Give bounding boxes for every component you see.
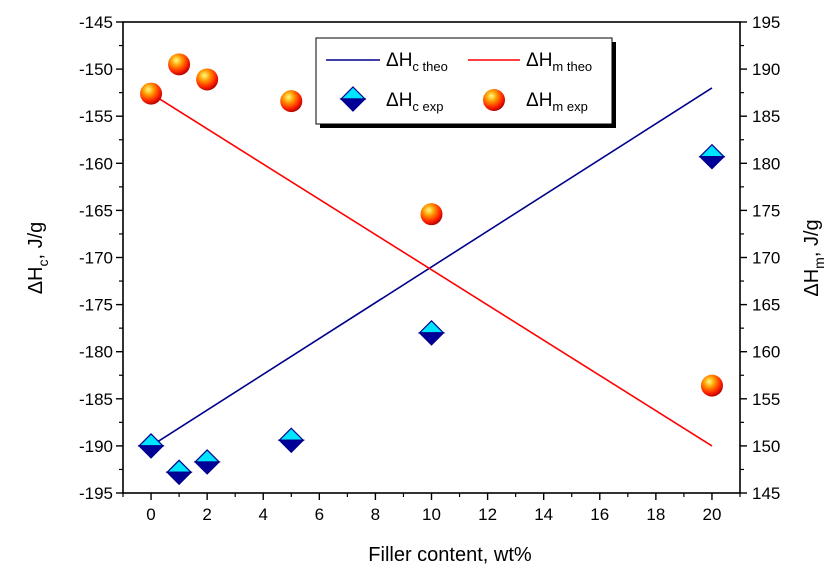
legend-m-exp-main: ΔH [526,90,552,111]
diamond-upper [277,427,305,441]
sphere-marker [196,68,219,91]
legend-c-exp-main: ΔH [386,90,412,111]
sphere-marker [420,203,443,226]
y-right-tick-label: 175 [752,201,780,220]
diamond-upper [698,143,726,158]
legend-label-m-theo: ΔHm theo [526,50,592,74]
y-right-tick-label: 170 [752,249,780,268]
x-axis-title: Filler content, wt% [368,544,532,566]
diamond-lower [165,471,193,486]
y-left-title-unit: , J/g [25,222,47,260]
legend-marker-m-exp [483,89,505,111]
y-right-tick-label: 195 [752,13,780,32]
y-right-tick-label: 160 [752,343,780,362]
diamond-marker [137,433,165,459]
x-tick-label: 18 [646,505,665,524]
diamond-lower [277,439,305,454]
sphere-marker [168,53,191,76]
legend-label-c-theo: ΔHc theo [386,50,448,74]
sphere-marker [140,82,163,105]
legend-marker-c-exp [339,86,367,112]
legend-label-c-exp: ΔHc exp [386,90,444,114]
legend-m-theo-main: ΔH [526,50,552,71]
y-right-tick-label: 145 [752,484,780,503]
y-left-tick-label: -145 [79,13,113,32]
y-left-title-sub: c [35,259,51,266]
legend-c-theo-main: ΔH [386,50,412,71]
legend-c-theo-sub: c theo [412,59,447,74]
y-right-tick-label: 165 [752,296,780,315]
y-left-tick-label: -190 [79,437,113,456]
y-left-tick-label: -195 [79,484,113,503]
series-line-m-theo [150,92,713,447]
legend-m-theo-sub: m theo [552,59,592,74]
y-right-title-main: ΔH [801,269,823,297]
x-tick-label: 0 [146,505,155,524]
legend-m-exp-sub: m exp [552,99,587,114]
x-tick-label: 20 [702,505,721,524]
y-right-tick-label: 155 [752,390,780,409]
y-right-tick-label: 150 [752,437,780,456]
diamond-lower [418,332,445,346]
y-right-title-sub: m [811,257,827,269]
legend-label-m-exp: ΔHm exp [526,90,588,114]
y-right-tick-label: 180 [752,154,780,173]
series-line-c-theo [150,87,713,447]
diamond-marker [165,459,193,486]
y-right-axis-title: ΔHm, J/g [801,219,827,296]
x-tick-label: 8 [371,505,380,524]
diamond-marker [418,320,445,346]
y-left-tick-label: -155 [79,107,113,126]
x-tick-label: 2 [202,505,211,524]
legend-box [315,37,613,125]
x-tick-label: 12 [478,505,497,524]
y-left-title-main: ΔH [25,266,47,294]
sphere-marker [700,374,723,397]
diamond-marker [277,427,305,454]
x-tick-label: 14 [534,505,553,524]
x-tick-label: 4 [258,505,267,524]
diamond-upper [193,449,221,463]
diamond-lower [698,156,726,170]
y-left-tick-label: -165 [79,201,113,220]
legend: ΔHc theo ΔHm theo ΔHc exp ΔHm exp [315,37,616,128]
y-left-axis-title: ΔHc, J/g [25,222,51,295]
y-left-tick-label: -170 [79,249,113,268]
diamond-upper [165,459,193,473]
y-right-title-unit: , J/g [801,219,823,257]
diamond-lower [193,461,221,475]
diamond-upper [418,320,445,334]
y-right-tick-label: 190 [752,60,780,79]
diamond-lower [137,445,165,459]
diamond-marker [698,143,726,170]
x-tick-label: 10 [422,505,441,524]
y-left-tick-label: -160 [79,154,113,173]
y-left-tick-label: -150 [79,60,113,79]
y-left-tick-label: -185 [79,390,113,409]
diamond-marker [193,449,221,475]
y-left-tick-label: -175 [79,296,113,315]
sphere-marker [280,90,303,113]
y-left-tick-label: -180 [79,343,113,362]
x-tick-label: 6 [315,505,324,524]
y-right-tick-label: 185 [752,107,780,126]
x-tick-label: 16 [590,505,609,524]
legend-c-exp-sub: c exp [412,99,443,114]
